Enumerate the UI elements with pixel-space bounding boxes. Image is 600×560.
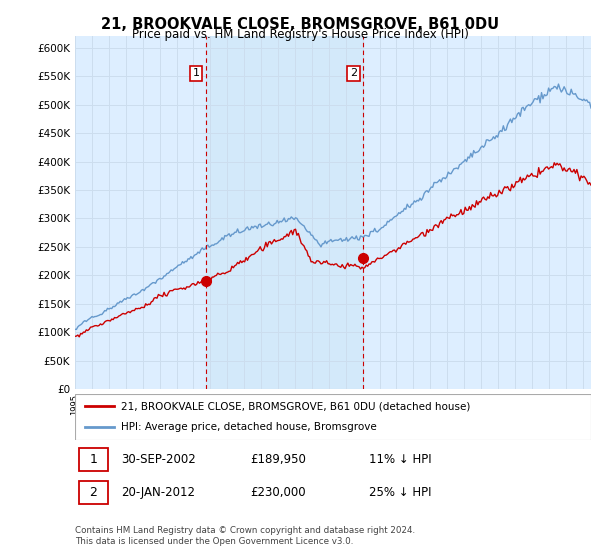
Text: 30-SEP-2002: 30-SEP-2002 (121, 453, 196, 466)
Text: 2: 2 (89, 486, 97, 499)
Text: 21, BROOKVALE CLOSE, BROMSGROVE, B61 0DU: 21, BROOKVALE CLOSE, BROMSGROVE, B61 0DU (101, 17, 499, 32)
Text: HPI: Average price, detached house, Bromsgrove: HPI: Average price, detached house, Brom… (121, 422, 377, 432)
Text: 11% ↓ HPI: 11% ↓ HPI (369, 453, 432, 466)
Bar (79, 481, 107, 503)
Text: 25% ↓ HPI: 25% ↓ HPI (369, 486, 431, 499)
Text: 2: 2 (350, 68, 357, 78)
Text: 1: 1 (193, 68, 199, 78)
Text: 20-JAN-2012: 20-JAN-2012 (121, 486, 196, 499)
Text: 21, BROOKVALE CLOSE, BROMSGROVE, B61 0DU (detached house): 21, BROOKVALE CLOSE, BROMSGROVE, B61 0DU… (121, 401, 471, 411)
Text: 1: 1 (89, 453, 97, 466)
Text: Price paid vs. HM Land Registry's House Price Index (HPI): Price paid vs. HM Land Registry's House … (131, 28, 469, 41)
Bar (206, 36, 364, 389)
Bar (79, 448, 107, 470)
Text: Contains HM Land Registry data © Crown copyright and database right 2024.
This d: Contains HM Land Registry data © Crown c… (75, 526, 415, 546)
Text: £189,950: £189,950 (250, 453, 307, 466)
Text: £230,000: £230,000 (250, 486, 306, 499)
